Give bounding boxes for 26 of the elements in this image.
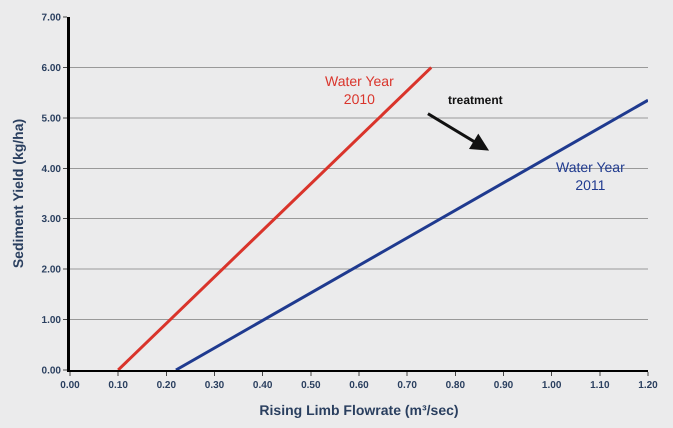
x-tick-label: 0.10 (108, 380, 128, 391)
y-tick-label: 2.00 (42, 264, 62, 276)
x-tick-label: 0.70 (397, 380, 418, 391)
x-tick-label: 0.40 (252, 380, 273, 391)
series-label: Water Year 2011 (556, 159, 626, 194)
y-tick-label: 6.00 (42, 62, 62, 74)
x-tick-label: 0.30 (204, 380, 225, 391)
x-tick-label: 0.20 (156, 380, 176, 391)
x-tick-label: 1.10 (590, 380, 610, 391)
y-axis-title: Sediment Yield (kg/ha) (10, 118, 26, 268)
y-tick-label: 7.00 (42, 12, 62, 24)
series-label: Water Year 2010 (325, 73, 394, 108)
x-tick-label: 0.60 (349, 380, 370, 391)
y-tick-label: 5.00 (42, 113, 62, 124)
annotation: treatment (448, 93, 503, 107)
y-tick-label: 3.00 (42, 214, 62, 226)
y-tick-label: 4.00 (42, 164, 62, 175)
y-tick-label: 1.00 (42, 315, 62, 326)
x-tick-label: 0.50 (301, 380, 321, 391)
x-tick-label: 0.90 (494, 380, 514, 391)
x-tick-label: 0.80 (446, 380, 466, 391)
x-tick-label: 0.00 (60, 380, 80, 391)
x-axis-title: Rising Limb Flowrate (m³/sec) (259, 402, 459, 418)
y-tick-label: 0.00 (42, 366, 62, 376)
x-tick-label: 1.20 (638, 380, 658, 391)
x-tick-label: 1.00 (542, 380, 562, 391)
